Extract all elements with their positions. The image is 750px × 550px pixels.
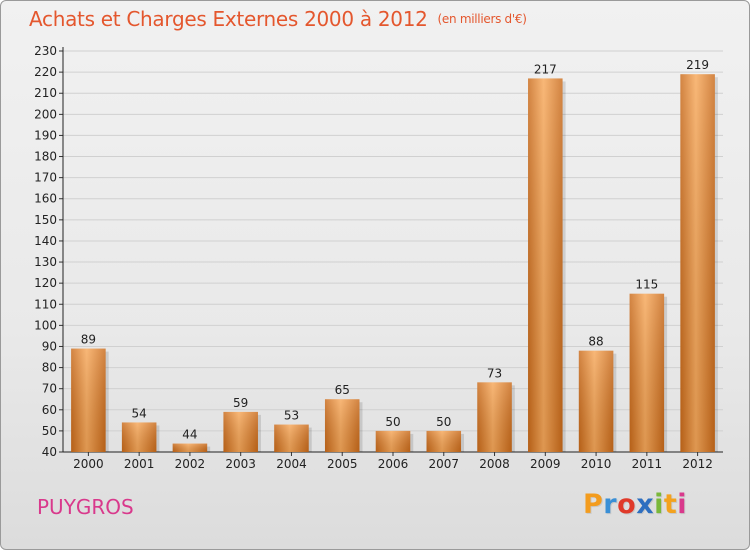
bar-shading	[324, 399, 360, 452]
y-tick-label: 110	[34, 297, 57, 311]
x-tick-label: 2006	[378, 457, 409, 471]
chart-title: Achats et Charges Externes 2000 à 2012 (e…	[29, 7, 527, 31]
x-tick-label: 2004	[276, 457, 307, 471]
logo-letter: o	[617, 489, 637, 520]
axes	[62, 47, 723, 453]
y-tick-label: 80	[42, 361, 57, 375]
x-tick-label: 2010	[581, 457, 612, 471]
bar-shading	[274, 424, 309, 452]
chart-subtitle: (en milliers d'€)	[437, 12, 527, 26]
x-tick-label: 2003	[225, 457, 256, 471]
y-tick-label: 40	[42, 445, 57, 459]
data-label: 59	[233, 396, 248, 410]
logo-letter: i	[677, 489, 688, 520]
y-tick-label: 130	[34, 255, 57, 269]
y-tick-label: 70	[42, 382, 57, 396]
y-tick-label: 210	[34, 86, 57, 100]
x-tick-label: 2000	[73, 457, 104, 471]
y-tick-label: 200	[34, 107, 57, 121]
data-label: 73	[487, 366, 502, 380]
tick-labels: 40 50 60 70 80 90 100 110 120 130 140 150 160 170 180 1…	[34, 44, 713, 471]
x-tick-label: 2002	[175, 457, 206, 471]
data-label: 50	[385, 415, 400, 429]
bar-shading	[578, 350, 614, 452]
bar-shading	[680, 74, 715, 452]
data-label: 53	[284, 409, 299, 423]
x-tick-label: 2009	[530, 457, 561, 471]
bar-shading	[121, 422, 157, 452]
y-tick-label: 100	[34, 318, 57, 332]
bar-shading	[426, 430, 462, 452]
bar-shading	[172, 443, 208, 452]
x-tick-label: 2005	[327, 457, 358, 471]
y-tick-label: 170	[34, 171, 57, 185]
bar-shading	[528, 78, 563, 453]
logo-letter: r	[603, 489, 618, 520]
data-label: 219	[686, 58, 709, 72]
y-tick-label: 230	[34, 44, 57, 58]
y-tick-label: 140	[34, 234, 57, 248]
logo-letter: t	[663, 489, 678, 520]
data-label: 65	[335, 383, 350, 397]
y-tick-label: 220	[34, 65, 57, 79]
x-tick-label: 2012	[682, 457, 713, 471]
y-tick-label: 50	[42, 424, 57, 438]
bar-shading	[223, 411, 258, 452]
bars	[71, 74, 718, 453]
proxiti-logo: Proxiti	[583, 489, 687, 520]
logo-letter: x	[636, 489, 655, 520]
data-label: 54	[132, 406, 147, 420]
chart-title-text: Achats et Charges Externes 2000 à 2012	[29, 7, 428, 31]
bar-shading	[71, 348, 106, 452]
data-label: 88	[588, 335, 603, 349]
data-label: 115	[635, 278, 658, 292]
location-name: PUYGROS	[37, 495, 134, 519]
y-tick-label: 90	[42, 339, 57, 353]
logo-letter: i	[654, 489, 664, 520]
data-label: 89	[81, 333, 96, 347]
bar-shading	[375, 430, 411, 452]
y-tick-label: 160	[34, 192, 57, 206]
logo-letter: P	[583, 489, 604, 520]
x-tick-label: 2011	[632, 457, 663, 471]
y-tick-label: 120	[34, 276, 57, 290]
x-tick-label: 2007	[428, 457, 459, 471]
data-label: 44	[182, 428, 197, 442]
bar-shading	[477, 382, 512, 452]
x-tick-label: 2008	[479, 457, 510, 471]
data-label: 217	[534, 62, 557, 76]
data-labels: 89 54 44 59 53 65 50 50 73 217 88 115 219	[81, 58, 709, 441]
data-label: 50	[436, 415, 451, 429]
y-tick-label: 180	[34, 150, 57, 164]
y-tick-label: 150	[34, 213, 57, 227]
x-tick-label: 2001	[124, 457, 155, 471]
grid-lines	[59, 50, 723, 453]
y-tick-label: 60	[42, 403, 57, 417]
y-tick-label: 190	[34, 128, 57, 142]
bar-shading	[629, 293, 665, 452]
